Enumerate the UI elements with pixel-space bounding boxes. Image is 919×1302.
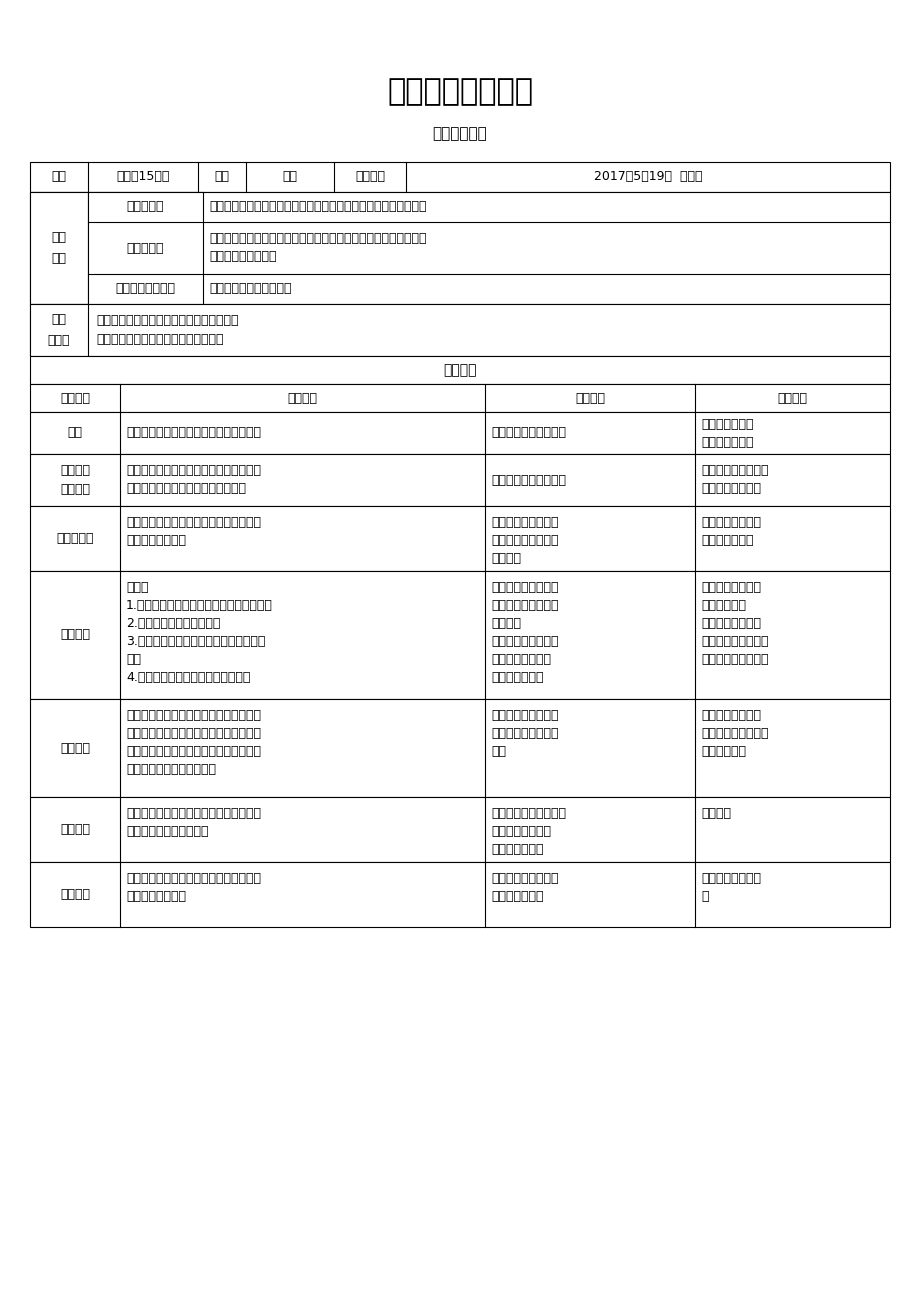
Text: 设计意图: 设计意图	[777, 392, 807, 405]
Bar	[30, 572, 889, 699]
Bar	[30, 191, 88, 303]
Text: 班级: 班级	[51, 171, 66, 184]
Bar	[30, 699, 889, 797]
Bar	[30, 191, 889, 303]
Text: 科目: 科目	[214, 171, 229, 184]
Text: 认识到语言是戴剧的第一要素，能够准确生动地演绎话剧的对白。: 认识到语言是戴剧的第一要素，能够准确生动地演绎话剧的对白。	[209, 201, 426, 214]
Text: 2017年5月19日  第三节: 2017年5月19日 第三节	[593, 171, 701, 184]
Text: 重点：揂摩人物语言，把握人物心理变化。
难点：把握人物情感，概括人物形象。: 重点：揂摩人物语言，把握人物心理变化。 难点：把握人物情感，概括人物形象。	[96, 314, 238, 346]
Bar	[30, 797, 889, 862]
Text: 学生分小组讨论，探
究问题，并选代表回
答。: 学生分小组讨论，探 究问题，并选代表回 答。	[491, 710, 558, 758]
Text: 上课时间: 上课时间	[355, 171, 384, 184]
Text: 定位重点
分析文本: 定位重点 分析文本	[60, 464, 90, 496]
Text: 学生思考，并用恰当、
规范的词语概括周
朴园人物形象。: 学生思考，并用恰当、 规范的词语概括周 朴园人物形象。	[491, 807, 565, 855]
Bar	[30, 454, 889, 506]
Text: 过程与方法: 过程与方法	[127, 241, 165, 254]
Text: 教学过程: 教学过程	[443, 363, 476, 378]
Text: 合作探究: 合作探究	[60, 742, 90, 754]
Text: 情感态度与价值观: 情感态度与价值观	[116, 283, 176, 296]
Bar	[30, 161, 889, 191]
Text: 语文: 语文	[282, 171, 297, 184]
Text: 知识与技能: 知识与技能	[127, 201, 165, 214]
Text: 考查学生对文本的
理解与分析；
考查学生对剧本对
白的演绎能力，培养
学生对话剧的兴趣。: 考查学生对文本的 理解与分析； 考查学生对剧本对 白的演绎能力，培养 学生对话剧…	[700, 581, 767, 667]
Text: 能力提升及方法巩
固: 能力提升及方法巩 固	[700, 872, 760, 904]
Text: 听讲，进入故事情境。: 听讲，进入故事情境。	[491, 427, 565, 440]
Text: 考查学生对文本的
理解以及评释。: 考查学生对文本的 理解以及评释。	[700, 516, 760, 547]
Text: 教学环节: 教学环节	[60, 392, 90, 405]
Bar	[30, 303, 889, 355]
Text: 联系考点: 联系考点	[700, 807, 731, 820]
Text: 引导学生深入理解
文本，探讨人物情感
及人物性格。: 引导学生深入理解 文本，探讨人物情感 及人物性格。	[700, 710, 767, 758]
Text: 高一级语文组: 高一级语文组	[432, 126, 487, 142]
Bar	[30, 411, 889, 454]
Text: 难点突破: 难点突破	[60, 823, 90, 836]
Text: 导入: 导入	[67, 427, 83, 440]
Bar	[30, 384, 889, 411]
Text: 提问：
1.身份确认后，周朴园首先的反应是什么？
2.此时周朴园的态度如何？
3.周朴园的态度一直是这么強硬吗？为什
么？
4.周朴园的态度发生了怎样的转变？: 提问： 1.身份确认后，周朴园首先的反应是什么？ 2.此时周朴园的态度如何？ 3…	[126, 581, 273, 684]
Bar	[88, 191, 203, 303]
Bar	[30, 862, 889, 927]
Text: 阅读课文，检索文段。: 阅读课文，检索文段。	[491, 474, 565, 487]
Text: 《雷雨》教学设计: 《雷雨》教学设计	[387, 78, 532, 107]
Bar	[30, 303, 88, 355]
Text: 学生思考问题，并检
索文本、分析文本得
出答案；
用准确、生动的语言
来演绎出周朴园态
度转变的对白。: 学生思考问题，并检 索文本、分析文本得 出答案； 用准确、生动的语言 来演绎出周…	[491, 581, 558, 684]
Text: 提问：三十年来，周朴园价佛十分怀念死
去的侍萍，然而当侍萍没死，再出现在他
面前之时，他却是这样的态度，那么他对
侍萍的怀念之情是真的吗？: 提问：三十年来，周朴园价佛十分怀念死 去的侍萍，然而当侍萍没死，再出现在他 面前…	[126, 710, 261, 776]
Bar	[30, 355, 889, 384]
Text: 衔接故事情节，
创设故事情境。: 衔接故事情节， 创设故事情境。	[700, 418, 753, 448]
Bar	[30, 506, 889, 572]
Text: 高一（15）班: 高一（15）班	[116, 171, 169, 184]
Text: 请两位同学分别饰演周朴园和鲁侍萍，演
出二人相认情节。: 请两位同学分别饰演周朴园和鲁侍萍，演 出二人相认情节。	[126, 516, 261, 547]
Text: 通过对戴剧语言的揂摩，把握人物的心理变化和情感冲突，概括主
要人物的人物形象。: 通过对戴剧语言的揂摩，把握人物的心理变化和情感冲突，概括主 要人物的人物形象。	[209, 233, 426, 263]
Text: 讲述周朴园与鲁侍萍前情往事（配乐）。: 讲述周朴园与鲁侍萍前情往事（配乐）。	[126, 427, 261, 440]
Text: 重点把握: 重点把握	[60, 629, 90, 642]
Text: 请学生阅读课文，并检索出周朴园与鲁侍
萍开始相认及相认后的对话的文段。: 请学生阅读课文，并检索出周朴园与鲁侍 萍开始相认及相认后的对话的文段。	[126, 465, 261, 496]
Text: 两位学生扮演，其他
学生留心观看，并进
行评价。: 两位学生扮演，其他 学生留心观看，并进 行评价。	[491, 516, 558, 565]
Text: 学生活动: 学生活动	[574, 392, 605, 405]
Text: 教师活动: 教师活动	[287, 392, 317, 405]
Text: 当堂练习: 当堂练习	[60, 888, 90, 901]
Text: 分角色演绎: 分角色演绎	[56, 533, 94, 546]
Text: 请学生概括周朴园的人物形象，并且点拨
分析方法以及概括要点。: 请学生概括周朴园的人物形象，并且点拨 分析方法以及概括要点。	[126, 807, 261, 838]
Text: 教学
重难点: 教学 重难点	[48, 312, 70, 348]
Text: 锻炼学生定位文段，
筛选信息的能力。: 锻炼学生定位文段， 筛选信息的能力。	[700, 465, 767, 496]
Text: 请学生根据所选取剧本片段，分析、概括
鲁侍萍人物形象。: 请学生根据所选取剧本片段，分析、概括 鲁侍萍人物形象。	[126, 872, 261, 904]
Text: 思考、分析、概括鲁
侍萍人物形象。: 思考、分析、概括鲁 侍萍人物形象。	[491, 872, 558, 904]
Text: 教学
目标: 教学 目标	[51, 230, 66, 266]
Text: 培养学生对话剧的兴趣。: 培养学生对话剧的兴趣。	[209, 283, 291, 296]
